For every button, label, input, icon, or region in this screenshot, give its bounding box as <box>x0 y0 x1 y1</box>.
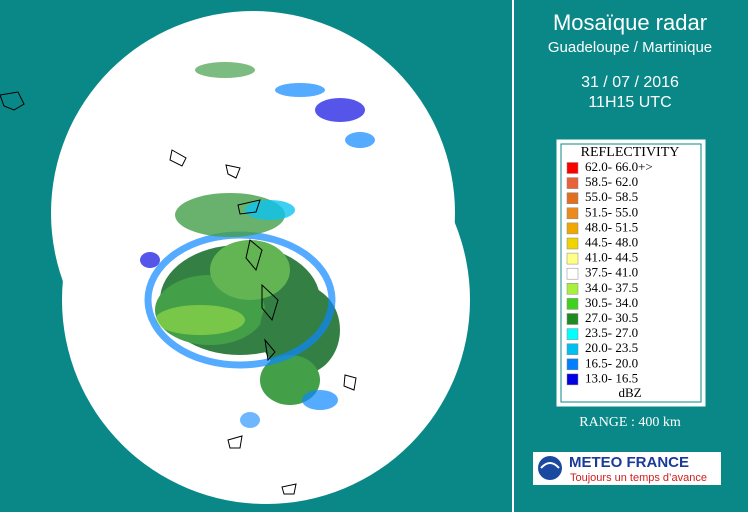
legend-label: 13.0- 16.5 <box>585 370 638 385</box>
legend-label: 23.5- 27.0 <box>585 325 638 340</box>
legend-label: 37.5- 41.0 <box>585 265 638 280</box>
legend-label: 51.5- 55.0 <box>585 204 638 219</box>
legend-swatch <box>566 162 579 174</box>
legend-label: 58.5- 62.0 <box>585 174 638 189</box>
range: RANGE : 400 km <box>579 415 681 430</box>
legend-swatch <box>566 283 579 295</box>
logo-tagline: Toujours un temps d’avance <box>570 472 707 484</box>
legend: REFLECTIVITY dBZ 62.0- 66.0+>58.5- 62.05… <box>556 139 706 407</box>
legend-label: 16.5- 20.0 <box>585 355 638 370</box>
subtitle: Guadeloupe / Martinique <box>548 39 712 56</box>
time: 11H15 UTC <box>588 94 671 111</box>
legend-swatch <box>566 237 579 250</box>
title: Mosaïque radar <box>553 10 707 35</box>
legend-label: 30.5- 34.0 <box>585 295 638 310</box>
legend-swatch <box>566 358 579 371</box>
legend-label: 20.0- 23.5 <box>585 340 638 355</box>
legend-swatch <box>566 177 579 189</box>
legend-label: 48.0- 51.5 <box>585 219 638 234</box>
legend-swatch <box>566 328 579 340</box>
legend-swatch <box>566 298 579 310</box>
legend-unit: dBZ <box>618 385 641 400</box>
legend-swatch <box>566 207 579 220</box>
legend-swatch <box>566 267 579 280</box>
legend-swatch <box>566 313 579 325</box>
legend-swatch <box>566 373 579 386</box>
legend-label: 27.0- 30.5 <box>585 310 638 325</box>
legend-swatch <box>566 343 579 355</box>
echoes <box>140 62 375 428</box>
legend-label: 41.0- 44.5 <box>585 250 638 265</box>
legend-title: REFLECTIVITY <box>581 145 680 160</box>
legend-label: 44.5- 48.0 <box>585 234 638 249</box>
coastlines <box>0 91 357 495</box>
legend-swatch <box>566 222 579 235</box>
legend-label: 34.0- 37.5 <box>585 280 638 295</box>
logo: METEO FRANCE Toujours un temps d’avance <box>533 452 721 485</box>
date: 31 / 07 / 2016 <box>581 74 679 91</box>
logo-name: METEO FRANCE <box>569 454 689 471</box>
legend-label: 55.0- 58.5 <box>585 189 638 204</box>
legend-label: 62.0- 66.0+> <box>585 159 653 174</box>
legend-swatch <box>566 252 579 265</box>
legend-swatch <box>566 192 579 204</box>
